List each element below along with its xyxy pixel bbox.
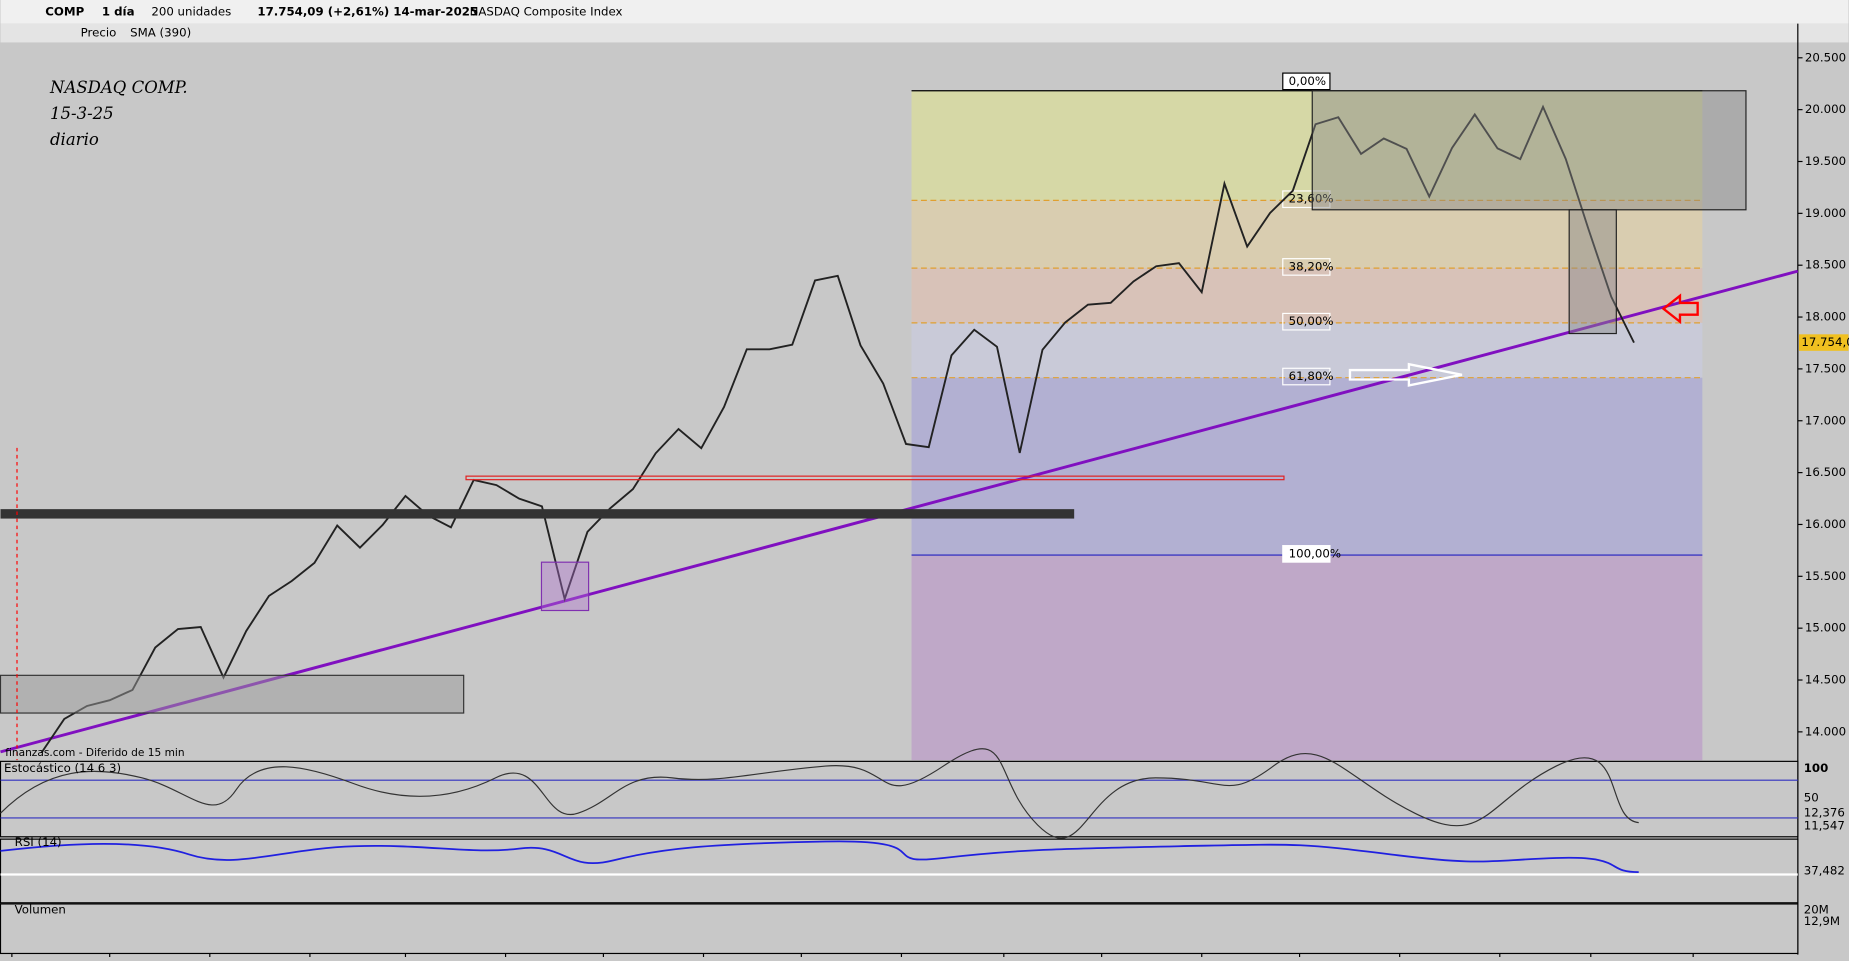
rsi-panel (0, 838, 1799, 904)
support-band (0, 509, 1075, 519)
fib-zone (911, 377, 1703, 556)
y-tick-label: 18.500 (1805, 258, 1846, 272)
fib-label-box (1282, 72, 1331, 91)
stoch-tick: 50 (1804, 790, 1819, 804)
subtoolbar (0, 23, 1849, 43)
stoch-value: 12,376 (1804, 806, 1845, 820)
y-tick-label: 15.000 (1805, 621, 1846, 635)
y-tick-label: 19.000 (1805, 206, 1846, 220)
y-tick-label: 20.000 (1805, 102, 1846, 116)
y-tick-label: 14.500 (1805, 673, 1846, 687)
fib-zone (911, 555, 1703, 761)
toolbar (0, 0, 1849, 24)
price-line (40, 104, 1635, 754)
fib-label: 50,00% (1289, 314, 1334, 328)
y-tick-label: 19.500 (1805, 154, 1846, 168)
price-toggle[interactable]: Precio (81, 25, 117, 39)
fib-label-box (1282, 545, 1331, 563)
sma-toggle[interactable]: SMA (390) (130, 25, 191, 39)
volume-tick: 20M (1804, 902, 1829, 916)
fib-label: 61,80% (1289, 369, 1334, 383)
y-tick-label: 18.000 (1805, 310, 1846, 324)
rsi-value: 37,482 (1804, 863, 1845, 877)
y-tick-label: 16.500 (1805, 465, 1846, 479)
arrow (1661, 293, 1699, 325)
fib-zone (911, 90, 1703, 201)
stoch-label: Estocástico (14 6 3) (4, 761, 121, 775)
stoch-tick: 100 (1804, 761, 1829, 775)
volume-label: Volumen (15, 902, 66, 916)
last-price-label: 17.754,09 (1801, 335, 1849, 349)
units[interactable]: 200 unidades (151, 4, 231, 18)
stoch-value: 11,547 (1804, 819, 1845, 833)
resistance-line (465, 475, 1285, 481)
stoch-panel (0, 760, 1799, 838)
symbol[interactable]: COMP (45, 4, 84, 18)
fib-label: 23,60% (1289, 192, 1334, 206)
last-price-tag (1799, 334, 1849, 351)
y-tick-label: 14.000 (1805, 724, 1846, 738)
fib-label: 0,00% (1289, 74, 1326, 88)
arrow (1348, 362, 1463, 387)
y-tick-label: 16.000 (1805, 517, 1846, 531)
drop-box (1568, 209, 1617, 335)
note: diario (50, 130, 99, 149)
y-tick-label: 17.500 (1805, 361, 1846, 375)
index-name: NASDAQ Composite Index (470, 4, 623, 18)
y-tick-label: 20.500 (1805, 50, 1846, 64)
stoch-line (0, 748, 1639, 839)
fib-zone (911, 200, 1703, 269)
range-box (0, 674, 465, 714)
source: finanzas.com - Diferido de 15 min (5, 747, 184, 759)
low-box (540, 561, 590, 612)
fib-label: 100,00% (1289, 546, 1341, 560)
note: 15-3-25 (50, 104, 114, 123)
y-tick-label: 17.000 (1805, 413, 1846, 427)
volume-panel (0, 903, 1799, 955)
fib-label: 38,20% (1289, 259, 1334, 273)
volume-value: 12,9M (1804, 914, 1840, 928)
interval[interactable]: 1 día (102, 4, 135, 18)
rsi-label: RSI (14) (15, 835, 62, 849)
rsi-line (0, 840, 1639, 874)
range-box (1311, 90, 1747, 211)
note: NASDAQ COMP. (49, 78, 188, 97)
quote: 17.754,09 (+2,61%) 14-mar-2025 (257, 4, 478, 18)
y-tick-label: 15.500 (1805, 569, 1846, 583)
fib-label-box (1282, 258, 1331, 276)
fib-label-box (1282, 367, 1331, 386)
fib-label-box (1282, 312, 1331, 331)
